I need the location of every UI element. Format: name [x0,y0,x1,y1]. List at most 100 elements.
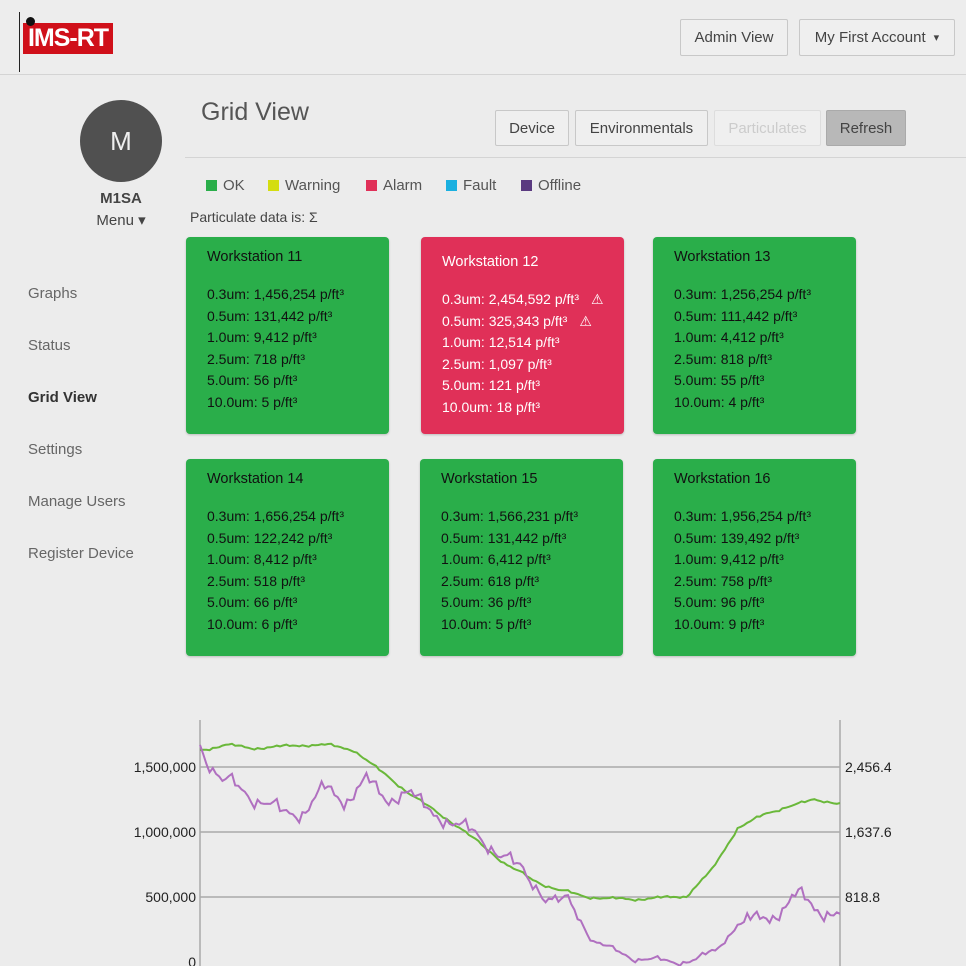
left-tick-label: 1,500,000 [134,759,196,775]
card-title: Workstation 16 [674,471,771,487]
reading-text: 5.0um: 36 p/ft³ [441,594,532,611]
reading-line: 0.3um: 1,956,254 p/ft³ [674,506,856,528]
reading-text: 0.5um: 139,492 p/ft³ [674,529,800,546]
reading-text: 5.0um: 56 p/ft³ [207,372,298,389]
legend-label: Fault [463,177,497,194]
reading-text: 0.3um: 1,456,254 p/ft³ [207,286,344,302]
workstation-card[interactable]: Workstation 13 0.3um: 1,256,254 p/ft³ 0.5u… [653,237,856,434]
card-title: Workstation 13 [674,249,771,265]
reading-text: 0.3um: 1,256,254 p/ft³ [674,286,811,302]
reading-line: 10.0um: 9 p/ft³ [674,614,856,636]
right-tick-label: 2,456.4 [845,759,892,775]
reading-line: 10.0um: 5 p/ft³ [207,392,389,414]
alarm-swatch [366,180,377,191]
workstation-card[interactable]: Workstation 16 0.3um: 1,956,254 p/ft³ 0.5u… [653,459,856,656]
username: M1SA [100,190,142,207]
reading-line: 0.5um: 131,442 p/ft³ [441,528,623,550]
warning-icon: ⚠ [579,312,592,329]
legend-label: Warning [285,177,341,194]
reading-line: 0.5um: 325,343 p/ft³ ⚠ [442,311,624,333]
reading-line: 5.0um: 36 p/ft³ [441,592,623,614]
refresh-button[interactable]: Refresh [826,110,906,146]
reading-text: 5.0um: 55 p/ft³ [674,372,765,389]
card-title: Workstation 14 [207,471,304,487]
series-line-0 [199,742,841,902]
chevron-down-icon: ▾ [933,32,940,44]
reading-line: 0.3um: 1,566,231 p/ft³ [441,506,623,528]
legend-ok: OK [206,177,245,194]
reading-line: 0.3um: 2,454,592 p/ft³ ⚠ [442,289,624,311]
reading-line: 2.5um: 718 p/ft³ [207,349,389,371]
sidebar-item-graphs[interactable]: Graphs [28,285,78,302]
reading-text: 10.0um: 5 p/ft³ [207,393,298,410]
reading-text: 10.0um: 5 p/ft³ [441,615,532,632]
reading-text: 1.0um: 6,412 p/ft³ [441,551,551,568]
reading-text: 5.0um: 121 p/ft³ [442,377,541,394]
reading-line: 5.0um: 66 p/ft³ [207,592,389,614]
card-title: Workstation 11 [207,249,303,265]
reading-text: 2.5um: 618 p/ft³ [441,572,540,589]
reading-text: 2.5um: 518 p/ft³ [207,572,306,589]
page-title: Grid View [201,98,309,126]
reading-text: 10.0um: 18 p/ft³ [442,398,541,415]
reading-line: 10.0um: 6 p/ft³ [207,614,389,636]
workstation-card[interactable]: Workstation 14 0.3um: 1,656,254 p/ft³ 0.5u… [186,459,389,656]
reading-text: 0.5um: 131,442 p/ft³ [207,307,333,324]
logo[interactable]: IMS-RT [23,23,113,54]
reading-line: 2.5um: 1,097 p/ft³ [442,354,624,376]
reading-text: 2.5um: 758 p/ft³ [674,572,773,589]
sidebar-item-grid-view[interactable]: Grid View [28,389,97,406]
reading-text: 1.0um: 4,412 p/ft³ [674,329,784,346]
right-tick-label: 818.8 [845,889,880,905]
sidebar-item-register-device[interactable]: Register Device [28,545,134,562]
reading-line: 2.5um: 758 p/ft³ [674,571,856,593]
divider [185,157,966,158]
ok-swatch [206,180,217,191]
legend-label: OK [223,177,245,194]
card-title: Workstation 12 [442,254,539,270]
particulate-data-label: Particulate data is: Σ [190,209,318,225]
reading-text: 5.0um: 96 p/ft³ [674,594,765,611]
workstation-card[interactable]: Workstation 11 0.3um: 1,456,254 p/ft³ 0.5u… [186,237,389,434]
reading-line: 2.5um: 618 p/ft³ [441,571,623,593]
reading-text: 0.5um: 122,242 p/ft³ [207,529,333,546]
reading-line: 2.5um: 818 p/ft³ [674,349,856,371]
cursor-bar [19,12,20,72]
user-menu-button[interactable]: Menu ▾ [96,212,146,229]
offline-swatch [521,180,532,191]
reading-line: 0.5um: 139,492 p/ft³ [674,528,856,550]
reading-text: 0.5um: 131,442 p/ft³ [441,529,567,546]
workstation-card[interactable]: Workstation 15 0.3um: 1,566,231 p/ft³ 0.5u… [420,459,623,656]
account-dropdown[interactable]: My First Account ▾ [799,19,955,56]
sidebar-item-status[interactable]: Status [28,337,71,354]
left-tick-label: 1,000,000 [134,824,196,840]
tab-device[interactable]: Device [495,110,569,146]
reading-line: 0.5um: 111,442 p/ft³ [674,306,856,328]
reading-line: 10.0um: 5 p/ft³ [441,614,623,636]
reading-text: 0.5um: 111,442 p/ft³ [674,307,798,324]
reading-line: 1.0um: 6,412 p/ft³ [441,549,623,571]
reading-line: 2.5um: 518 p/ft³ [207,571,389,593]
reading-text: 1.0um: 9,412 p/ft³ [674,551,784,568]
workstation-card[interactable]: Workstation 12 0.3um: 2,454,592 p/ft³ ⚠ 0.5… [421,237,624,434]
reading-text: 0.5um: 325,343 p/ft³ [442,312,568,329]
reading-line: 1.0um: 8,412 p/ft³ [207,549,389,571]
sidebar-item-manage-users[interactable]: Manage Users [28,493,126,510]
reading-text: 10.0um: 6 p/ft³ [207,615,298,632]
left-tick-label: 0 [188,954,196,966]
fault-swatch [446,180,457,191]
sidebar-item-settings[interactable]: Settings [28,441,83,458]
reading-line: 0.5um: 122,242 p/ft³ [207,528,389,550]
admin-view-button[interactable]: Admin View [680,19,788,56]
legend-alarm: Alarm [366,177,422,194]
reading-text: 2.5um: 818 p/ft³ [674,350,773,367]
reading-text: 0.3um: 1,956,254 p/ft³ [674,508,811,524]
tab-particulates[interactable]: Particulates [714,110,821,146]
legend-label: Offline [538,177,582,194]
right-tick-label: 1,637.6 [845,824,892,840]
legend-warning: Warning [268,177,340,194]
reading-text: 10.0um: 4 p/ft³ [674,393,765,410]
avatar: M [80,100,162,182]
reading-text: 0.3um: 1,656,254 p/ft³ [207,508,344,524]
tab-environmentals[interactable]: Environmentals [575,110,708,146]
